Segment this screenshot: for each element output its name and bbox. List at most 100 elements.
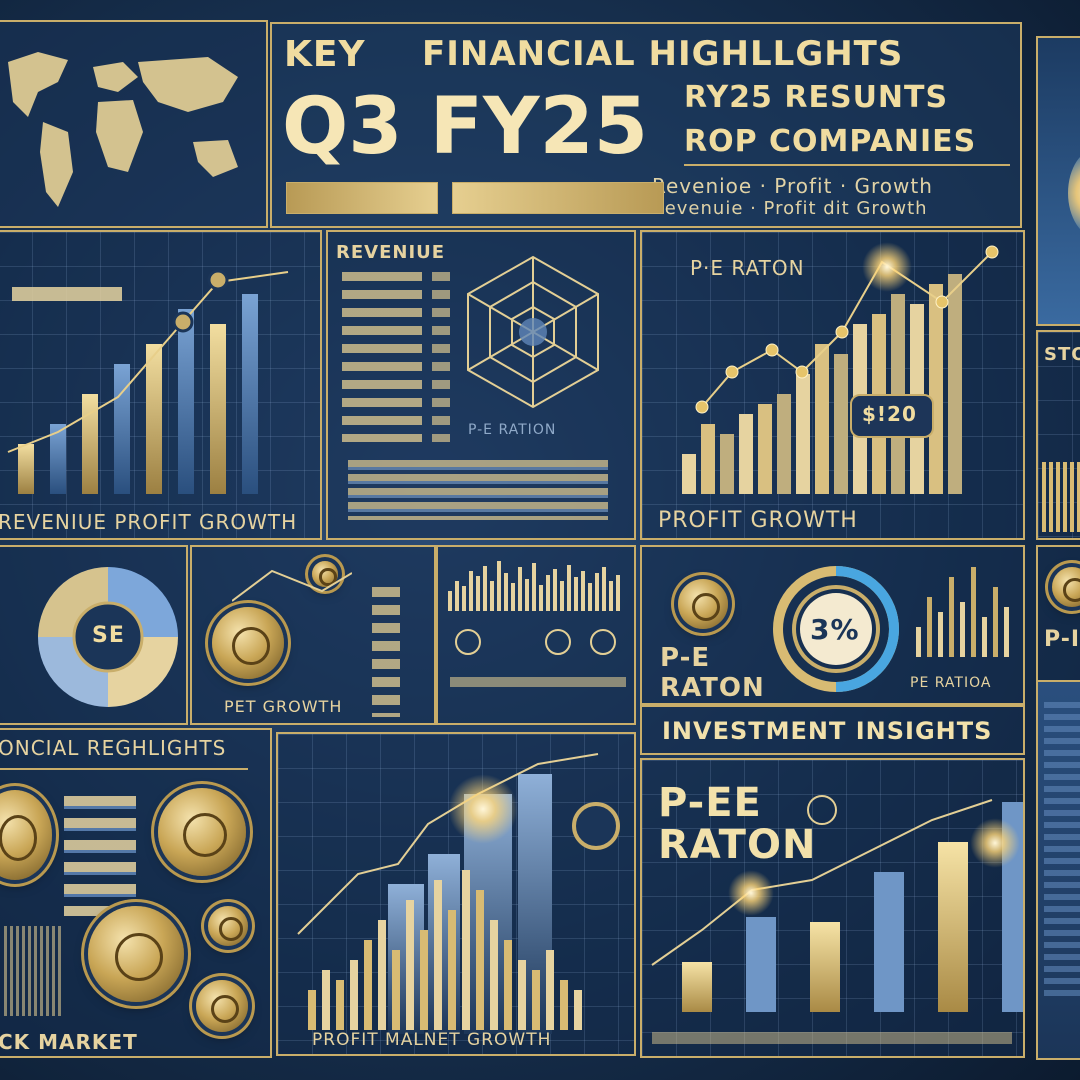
percent-panel: P-E RATON 3% PE RATIOA	[640, 545, 1025, 705]
revenue-profit-growth-label: REVENIUE PROFIT GROWTH	[0, 510, 298, 534]
skyline-badge-icon	[572, 802, 620, 850]
pe-raton-mid-label: P-E RATON	[660, 643, 765, 703]
decor-bar	[114, 364, 130, 494]
header-title: FINANCIAL HIGHLLGHTS	[422, 34, 904, 74]
decor-bar	[518, 567, 522, 611]
profit-growth-label: PROFIT GROWTH	[658, 508, 858, 533]
pe-raton-panel: P·E RATON $!20 PROFIT GROWTH	[640, 230, 1025, 540]
pe-big-trend-line	[651, 799, 993, 966]
radar-web-icon	[467, 255, 599, 409]
price-badge	[850, 394, 934, 438]
growth-coin-icon	[212, 607, 284, 679]
decor-bar	[511, 583, 515, 611]
donut-chart	[38, 567, 178, 707]
pet-growth-label: PET GROWTH	[224, 697, 343, 716]
header-metrics-line2: Revenuie · Profit dit Growth	[652, 198, 928, 219]
decor-bar	[588, 583, 592, 611]
decor-bar	[796, 374, 810, 494]
edge-bars	[1042, 462, 1080, 532]
decor-bar	[874, 872, 904, 1012]
investment-insights-banner: INVESTMENT INSIGHTS	[640, 705, 1025, 755]
pet-growth-panel: PET GROWTH	[190, 545, 436, 725]
edge-coin-icon	[1052, 567, 1080, 607]
decor-bar	[308, 990, 316, 1030]
decor-bar	[18, 444, 34, 494]
decor-bar	[815, 344, 829, 494]
financial-highlights-label: ONCIAL REGHLIGHTS	[0, 736, 227, 760]
decor-bar	[777, 394, 791, 494]
decor-bar	[178, 309, 194, 494]
decor-bar	[448, 591, 452, 611]
mini-dial-icon	[590, 629, 616, 655]
decor-bar	[504, 940, 512, 1030]
trend-marker	[172, 311, 194, 333]
decor-bar	[602, 567, 606, 611]
decor-bar	[927, 597, 932, 657]
stock-market-label: CK MARKET	[0, 1030, 138, 1054]
header-key: KEY	[284, 34, 366, 75]
decor-bar	[916, 627, 921, 657]
pe-marker	[835, 325, 849, 339]
decor-bar	[210, 324, 226, 494]
decor-bar	[1004, 607, 1009, 657]
pet-text-column	[372, 587, 400, 717]
highlights-table	[64, 796, 136, 916]
decor-bar	[746, 917, 776, 1012]
decor-bar	[476, 576, 480, 611]
pe-big-panel: P-EE RATON	[640, 758, 1025, 1058]
decor-bar	[462, 870, 470, 1030]
decor-bar	[609, 581, 613, 611]
panel-a-title-chip	[12, 287, 122, 301]
pe-ratioa-label: PE RATIOA	[910, 675, 992, 691]
radar-text-column-2	[432, 272, 450, 442]
pe-marker	[985, 245, 999, 259]
pe-marker	[695, 400, 709, 414]
header-chip-2	[452, 182, 664, 214]
right-edge-bottom-panel	[1036, 680, 1080, 1060]
highlight-coin-4	[208, 906, 248, 946]
header-divider	[684, 164, 1010, 166]
decor-bar	[971, 567, 976, 657]
skyline-panel: PROFIT MALNET GROWTH	[276, 732, 636, 1056]
donut-center-text: SE	[92, 623, 125, 648]
pe-trend-line	[701, 251, 993, 408]
decor-bar	[560, 980, 568, 1030]
skyline-trend-line	[297, 753, 599, 935]
pe-big-glow	[728, 870, 774, 916]
revenue-profit-growth-panel: REVENIUE PROFIT GROWTH	[0, 230, 322, 540]
decor-bar	[560, 581, 564, 611]
sto-label: STO	[1044, 344, 1080, 365]
investment-insights-label: INVESTMENT INSIGHTS	[662, 717, 993, 745]
pe-big-glow-2	[970, 818, 1020, 868]
decor-bar	[532, 563, 536, 611]
decor-bar	[546, 950, 554, 1030]
revenue-bars-chart	[7, 269, 289, 494]
header-chip-1	[286, 182, 438, 214]
decor-bar	[758, 404, 772, 494]
decor-bar	[336, 980, 344, 1030]
decor-bar	[364, 940, 372, 1030]
skyline-glow	[448, 774, 518, 844]
trend-marker	[207, 269, 229, 291]
pe-marker	[725, 365, 739, 379]
edge-bottom-bars	[1044, 702, 1080, 1002]
decor-bar	[434, 880, 442, 1030]
decor-bar	[929, 284, 943, 494]
pe-ratioa-bars	[916, 567, 1009, 657]
decor-bar	[993, 587, 998, 657]
header-quarter: Q3 FY25	[282, 82, 649, 172]
header-metrics-line1: Revenioe · Profit · Growth	[652, 174, 933, 198]
decor-bar	[448, 910, 456, 1030]
world-map-icon	[8, 52, 238, 207]
decor-bar	[50, 424, 66, 494]
pe-raton-label: P·E RATON	[690, 256, 805, 280]
financial-highlights-panel: ONCIAL REGHLIGHTS CK MARKET	[0, 728, 272, 1058]
pe-big-label: P-EE RATON	[658, 780, 817, 868]
decor-bar	[720, 434, 734, 494]
decor-bar	[378, 920, 386, 1030]
growth-line-icon	[232, 569, 352, 602]
pe-big-footer-bar	[652, 1032, 1012, 1044]
decor-bar	[476, 890, 484, 1030]
header-companies: ROP COMPANIES	[684, 124, 977, 159]
